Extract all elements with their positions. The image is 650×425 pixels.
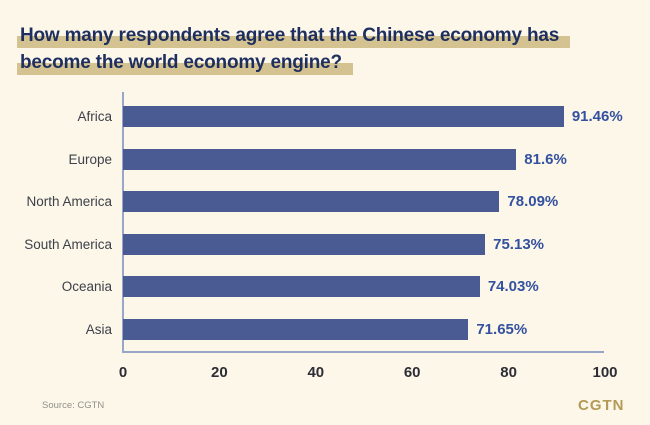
bar-south-america: [123, 233, 486, 255]
x-tick-label: 80: [500, 364, 517, 381]
chart-title-line-1: How many respondents agree that the Chin…: [17, 22, 571, 49]
x-tick-label: 100: [592, 364, 618, 381]
bar-africa: [123, 106, 564, 127]
x-tick-label: 20: [211, 364, 228, 381]
category-label: Asia: [85, 321, 112, 337]
bar-north-america: [123, 191, 500, 212]
value-label: 74.03%: [487, 278, 539, 295]
bar-row: Asia 71.65%: [0, 318, 650, 340]
value-label: 78.09%: [507, 193, 559, 210]
bar-row: North America 78.09%: [0, 191, 650, 212]
chart-title: How many respondents agree that the Chin…: [17, 22, 571, 76]
y-axis-line: [122, 92, 124, 353]
bar-europe: [123, 148, 517, 170]
category-label: North America: [26, 194, 112, 209]
category-label: South America: [24, 236, 112, 252]
bar-oceania: [123, 276, 480, 297]
value-label: 91.46%: [571, 108, 623, 125]
x-tick-label: 0: [118, 364, 128, 381]
bar-row: Africa 91.46%: [0, 106, 650, 127]
category-label: Africa: [77, 109, 112, 124]
bar-asia: [123, 318, 469, 340]
x-tick-label: 60: [403, 364, 421, 381]
source-note: Source: CGTN: [42, 400, 105, 411]
value-label: 75.13%: [493, 235, 544, 253]
category-label: Europe: [68, 151, 112, 167]
cgtn-logo: CGTN: [578, 397, 625, 414]
x-axis-line: [122, 351, 604, 353]
bar-row: Europe 81.6%: [0, 148, 650, 170]
bar-row: Oceania 74.03%: [0, 276, 650, 297]
x-tick-label: 40: [307, 364, 325, 381]
chart-title-line-2: become the world economy engine?: [17, 49, 353, 76]
bar-row: South America 75.13%: [0, 233, 650, 255]
value-label: 71.65%: [476, 320, 528, 338]
value-label: 81.6%: [524, 150, 567, 168]
category-label: Oceania: [61, 279, 112, 294]
